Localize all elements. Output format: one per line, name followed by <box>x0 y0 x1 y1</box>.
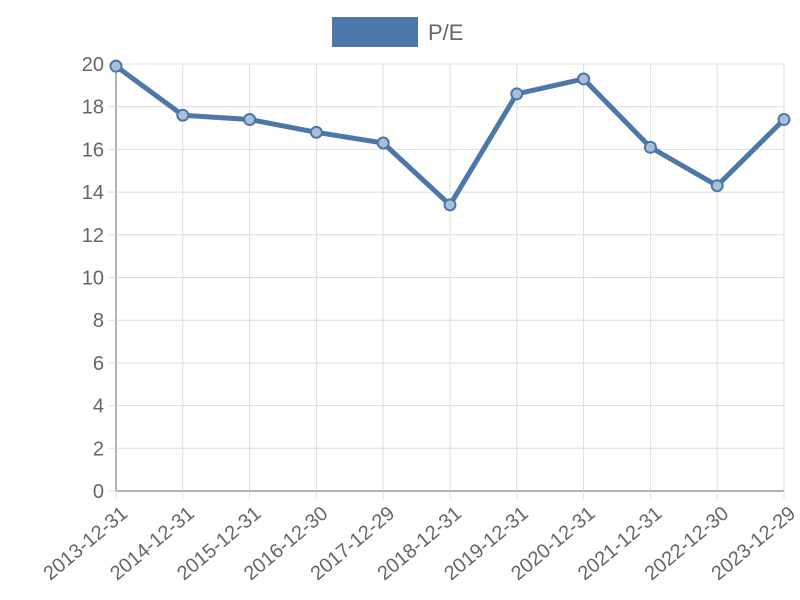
data-point[interactable] <box>510 87 524 101</box>
grid <box>115 63 785 492</box>
y-tick-label: 4 <box>93 396 104 418</box>
data-point[interactable] <box>643 140 657 154</box>
legend-swatch-pe <box>332 17 418 47</box>
y-tick-label: 10 <box>82 268 104 290</box>
data-point[interactable] <box>443 198 457 212</box>
data-point[interactable] <box>176 108 190 122</box>
y-axis-ticks: 0 2 4 6 8 10 12 14 16 18 20 <box>82 54 116 503</box>
y-tick-label: 2 <box>93 438 104 460</box>
x-axis-ticks: 2013-12-312014-12-312015-12-312016-12-30… <box>39 491 800 585</box>
data-point[interactable] <box>109 59 123 73</box>
data-point[interactable] <box>376 136 390 150</box>
legend[interactable]: P/E <box>332 17 463 47</box>
y-tick-label: 14 <box>82 182 104 204</box>
series-pe <box>109 59 791 212</box>
y-tick-label: 8 <box>93 310 104 332</box>
y-tick-label: 12 <box>82 225 104 247</box>
y-tick-label: 20 <box>82 54 104 76</box>
y-tick-label: 16 <box>82 139 104 161</box>
data-point[interactable] <box>710 179 724 193</box>
y-tick-label: 18 <box>82 97 104 119</box>
data-point[interactable] <box>777 113 791 127</box>
y-tick-label: 0 <box>93 481 104 503</box>
data-point[interactable] <box>577 72 591 86</box>
legend-label-pe: P/E <box>428 20 463 45</box>
y-tick-label: 6 <box>93 353 104 375</box>
data-point[interactable] <box>243 113 257 127</box>
data-point[interactable] <box>309 125 323 139</box>
